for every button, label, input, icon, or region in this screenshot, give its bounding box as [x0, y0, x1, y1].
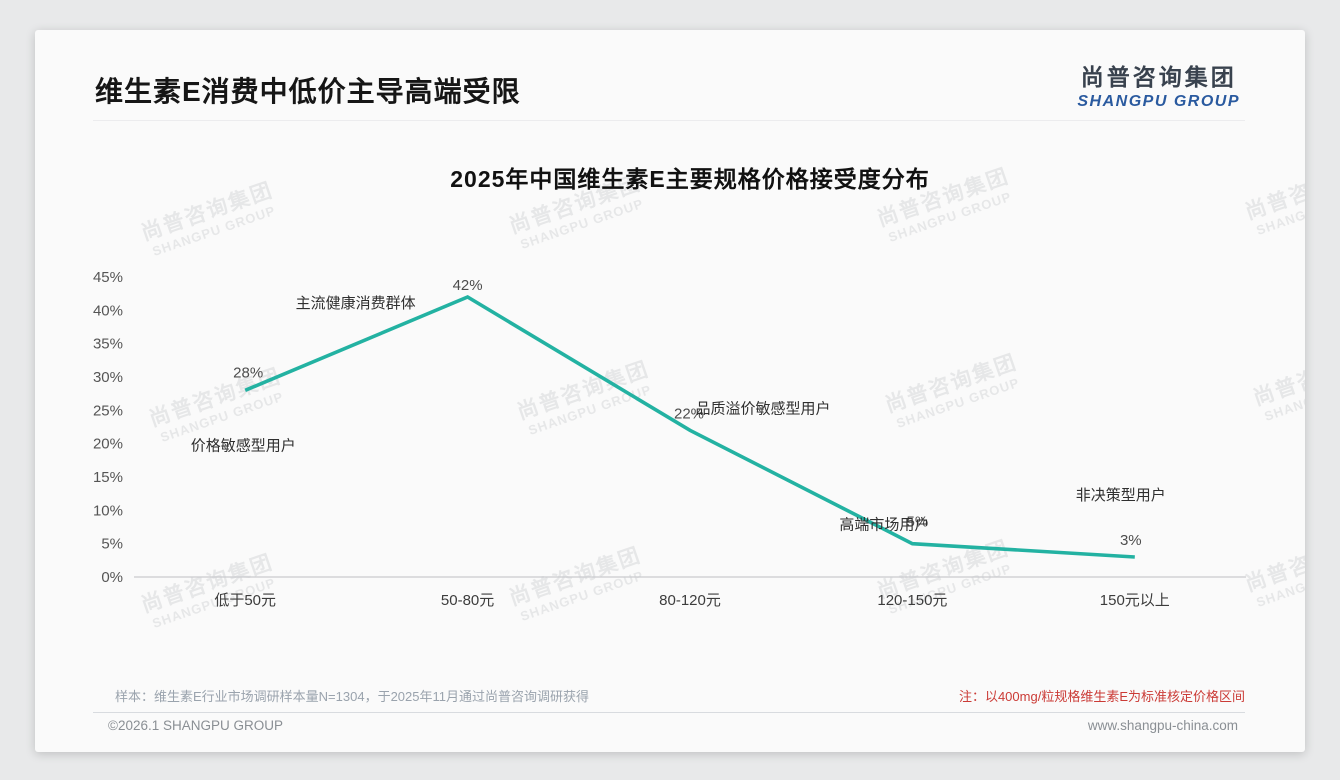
y-tick-label: 40% [93, 302, 123, 319]
segment-annotation: 非决策型用户 [1076, 487, 1166, 504]
y-tick-label: 5% [101, 536, 123, 553]
y-tick-label: 35% [93, 336, 123, 353]
x-axis-label: 50-80元 [441, 592, 494, 609]
x-axis-label: 低于50元 [214, 592, 276, 609]
x-axis-label: 150元以上 [1100, 592, 1170, 609]
website-text: www.shangpu-china.com [1087, 718, 1238, 733]
price-definition-note: 注：以400mg/粒规格维生素E为标准核定价格区间 [958, 689, 1245, 704]
data-point-label: 42% [453, 277, 483, 294]
segment-annotation: 价格敏感型用户 [191, 437, 296, 454]
x-axis-label: 80-120元 [659, 592, 721, 609]
copyright-text: ©2026.1 SHANGPU GROUP [108, 718, 284, 733]
segment-annotation: 主流健康消费群体 [296, 295, 416, 312]
sample-note: 样本：维生素E行业市场调研样本量N=1304，于2025年11月通过尚普咨询调研… [115, 689, 589, 704]
segment-annotation: 品质溢价敏感型用户 [695, 400, 830, 417]
trend-line [244, 294, 1135, 559]
chart-title: 2025年中国维生素E主要规格价格接受度分布 [450, 166, 930, 192]
page-title: 维生素E消费中低价主导高端受限 [95, 76, 521, 107]
data-point-label: 3% [1120, 532, 1142, 549]
header-divider [93, 120, 1245, 121]
y-tick-label: 30% [93, 369, 123, 386]
x-axis-label: 120-150元 [877, 592, 947, 609]
chart-canvas: 0% 5% 10% 15% 20% 25% 30% 35% 40% 45% 低于50元 50-80元 8… [93, 269, 1246, 609]
footer-row: ©2026.1 SHANGPU GROUP www.shangpu-china.… [108, 718, 1238, 733]
logo-cn-text: 尚普咨询集团 [1080, 64, 1237, 90]
logo-en-text: SHANGPU GROUP [1077, 93, 1240, 110]
data-point-label: 22% [674, 405, 704, 422]
report-card: 尚普咨询集团 SHANGPU GROUP 尚普咨询集团 SHANGPU GROUP 尚普… [35, 30, 1305, 752]
y-tick-label: 0% [101, 569, 123, 586]
y-tick-label: 25% [93, 402, 123, 419]
footer-divider [93, 712, 1245, 713]
company-logo: 尚普咨询集团 SHANGPU GROUP [1077, 58, 1240, 111]
y-tick-label: 15% [93, 469, 123, 486]
y-tick-label: 10% [93, 502, 123, 519]
data-point-label: 5% [907, 514, 929, 531]
data-point-label: 28% [233, 364, 263, 381]
segment-annotation: 高端市场用户 [839, 517, 929, 534]
y-tick-label: 20% [93, 436, 123, 453]
notes-row: 样本：维生素E行业市场调研样本量N=1304，于2025年11月通过尚普咨询调研… [115, 686, 1245, 705]
y-tick-label: 45% [93, 269, 123, 286]
